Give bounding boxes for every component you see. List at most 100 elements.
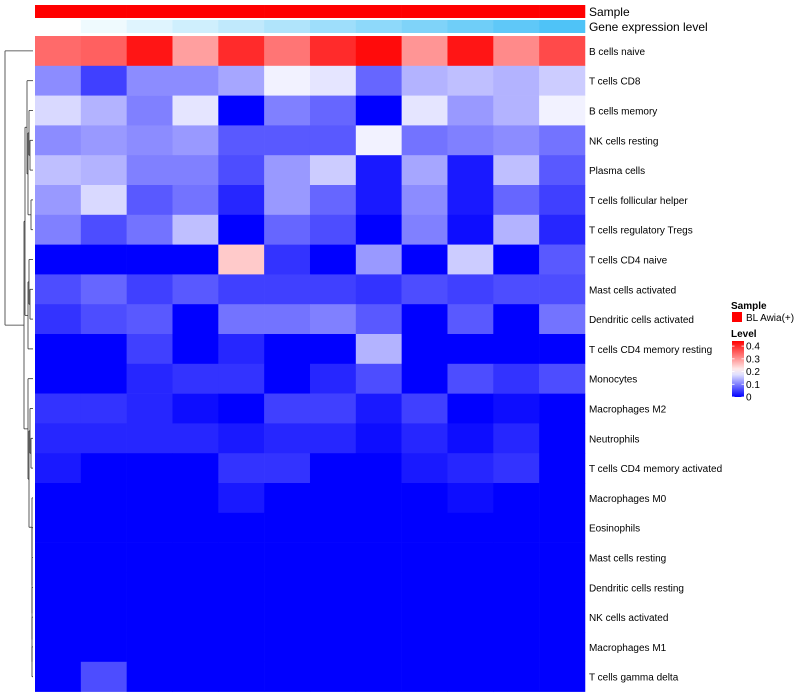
heatmap-cell	[447, 483, 494, 514]
heatmap-cell	[264, 632, 311, 663]
heatmap-cell	[126, 36, 173, 67]
heatmap-cell	[218, 155, 265, 186]
heatmap-cell	[447, 244, 494, 275]
row-label: Plasma cells	[589, 166, 645, 177]
heatmap-cell	[264, 65, 311, 96]
heatmap-cell	[264, 244, 311, 275]
heatmap-cell	[447, 602, 494, 633]
sample-annotation-cell	[80, 5, 127, 18]
heatmap-cell	[539, 572, 586, 603]
heatmap-cell	[264, 304, 311, 335]
legend-level-title: Level	[731, 329, 757, 340]
heatmap-cell	[172, 334, 219, 365]
heatmap-cell	[80, 423, 127, 454]
expression-annotation-cell	[80, 20, 127, 33]
heatmap-cell	[35, 661, 82, 692]
expression-track-label: Gene expression level	[589, 20, 708, 34]
heatmap-cell	[35, 393, 82, 424]
heatmap-cell	[309, 393, 357, 424]
heatmap-cell	[126, 65, 173, 96]
heatmap-cell	[493, 483, 540, 514]
heatmap-cell	[126, 602, 173, 633]
heatmap-cell	[447, 393, 494, 424]
heatmap-cell	[218, 542, 265, 573]
row-label: Mast cells activated	[589, 285, 676, 296]
heatmap-cell	[172, 244, 219, 275]
heatmap-cell	[172, 304, 219, 335]
row-label: Monocytes	[589, 375, 637, 386]
heatmap-cell	[126, 304, 173, 335]
heatmap-cell	[172, 572, 219, 603]
heatmap-cell	[172, 363, 219, 394]
heatmap-cell	[539, 185, 586, 216]
heatmap-cell	[126, 274, 173, 305]
heatmap-cell	[447, 36, 494, 67]
heatmap-cell	[218, 95, 265, 126]
heatmap-cell	[401, 542, 448, 573]
heatmap-cell	[355, 185, 402, 216]
heatmap-cell	[493, 602, 540, 633]
expression-annotation-cell	[126, 20, 173, 33]
heatmap-cell	[309, 483, 357, 514]
row-label: Macrophages M2	[589, 405, 667, 416]
heatmap-cell	[355, 632, 402, 663]
heatmap-cell	[355, 453, 402, 484]
sample-annotation-cell	[35, 5, 82, 18]
heatmap-cell	[35, 185, 82, 216]
heatmap-cell	[309, 512, 357, 543]
heatmap-cell	[447, 65, 494, 96]
heatmap-cell	[539, 542, 586, 573]
heatmap-cell	[218, 125, 265, 156]
heatmap-cell	[126, 572, 173, 603]
heatmap-cell	[401, 214, 448, 245]
heatmap-cell	[35, 304, 82, 335]
heatmap-cell	[35, 125, 82, 156]
heatmap-cell	[218, 661, 265, 692]
heatmap-cell	[172, 542, 219, 573]
legend-level-tick-label: 0.2	[746, 367, 760, 378]
heatmap-cell	[80, 512, 127, 543]
heatmap-cell	[447, 572, 494, 603]
heatmap-cell	[218, 274, 265, 305]
heatmap-cell	[172, 125, 219, 156]
heatmap-cell	[493, 423, 540, 454]
heatmap-cell	[35, 363, 82, 394]
heatmap-cell	[355, 423, 402, 454]
heatmap-cell	[309, 423, 357, 454]
heatmap-cell	[218, 334, 265, 365]
heatmap-cell	[80, 36, 127, 67]
heatmap-cell	[264, 185, 311, 216]
heatmap-cell	[264, 483, 311, 514]
heatmap-cell	[355, 155, 402, 186]
heatmap-cell	[401, 483, 448, 514]
heatmap-cell	[401, 512, 448, 543]
expression-annotation-cell	[264, 20, 311, 33]
heatmap-cell	[264, 512, 311, 543]
heatmap-cell	[539, 453, 586, 484]
heatmap-cell	[126, 483, 173, 514]
expression-annotation-cell	[309, 20, 357, 33]
heatmap-cell	[447, 512, 494, 543]
heatmap-cell	[539, 423, 586, 454]
row-dendrogram	[4, 50, 33, 678]
sample-annotation-cell	[447, 5, 494, 18]
heatmap-cell	[35, 632, 82, 663]
heatmap-cell	[264, 661, 311, 692]
heatmap-cell	[172, 453, 219, 484]
heatmap-cell	[264, 36, 311, 67]
row-label: B cells memory	[589, 107, 657, 118]
heatmap-cell	[309, 602, 357, 633]
heatmap-cell	[447, 155, 494, 186]
heatmap-cell	[493, 661, 540, 692]
heatmap-cell	[264, 602, 311, 633]
heatmap-cell	[309, 363, 357, 394]
expression-annotation-cell	[539, 20, 586, 33]
heatmap-cell	[493, 155, 540, 186]
row-label: Dendritic cells resting	[589, 583, 684, 594]
row-label: Macrophages M1	[589, 643, 667, 654]
heatmap-cell	[264, 542, 311, 573]
heatmap-cell	[264, 393, 311, 424]
